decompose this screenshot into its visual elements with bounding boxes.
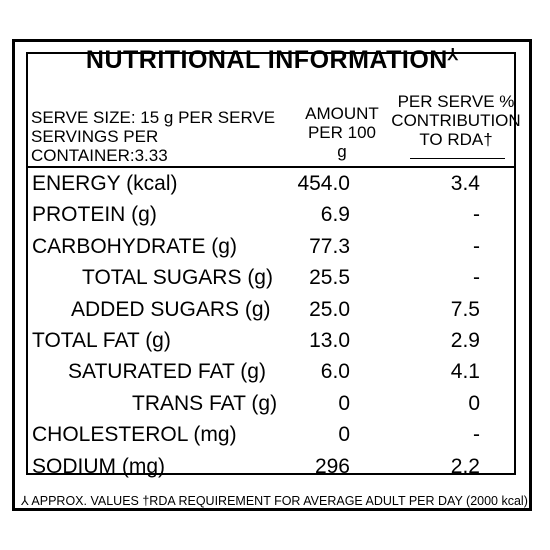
- table-row: TRANS FAT (g) 0 0: [28, 388, 514, 419]
- amount-column-header: AMOUNT PER 100 g: [302, 104, 382, 161]
- nutrient-rows: ENERGY (kcal) 454.0 3.4 PROTEIN (g) 6.9 …: [28, 168, 514, 482]
- nutrient-name: CARBOHYDRATE (g): [32, 234, 237, 258]
- serving-info: SERVE SIZE: 15 g PER SERVE SERVINGS PER …: [31, 108, 281, 165]
- amount-per-100g: 13.0: [309, 328, 350, 352]
- table-row: SATURATED FAT (g) 6.0 4.1: [28, 356, 514, 387]
- amount-per-100g: 0: [338, 391, 350, 415]
- table-row: TOTAL SUGARS (g) 25.5 -: [28, 262, 514, 293]
- serve-size: SERVE SIZE: 15 g PER SERVE: [31, 108, 276, 127]
- table-row: PROTEIN (g) 6.9 -: [28, 199, 514, 230]
- nutrient-name: ADDED SUGARS (g): [71, 297, 271, 321]
- amount-header-line1: AMOUNT: [305, 104, 379, 123]
- nutrient-name: TOTAL FAT (g): [32, 328, 171, 352]
- label-title: NUTRITIONAL INFORMATION⅄: [15, 42, 529, 78]
- rda-percent: 0: [468, 391, 480, 415]
- table-row: SODIUM (mg) 296 2.2: [28, 451, 514, 482]
- table-row: CARBOHYDRATE (g) 77.3 -: [28, 231, 514, 262]
- nutrient-name: ENERGY (kcal): [32, 172, 178, 195]
- rda-percent: -: [473, 266, 480, 290]
- rda-header-underline: [410, 158, 505, 159]
- rda-percent: 2.2: [450, 454, 480, 478]
- nutrient-name: SODIUM (mg): [32, 454, 165, 478]
- nutrient-name: SATURATED FAT (g): [68, 360, 266, 384]
- rda-percent: 7.5: [450, 297, 480, 321]
- amount-per-100g: 454.0: [297, 172, 350, 195]
- nutrient-name: PROTEIN (g): [32, 203, 157, 227]
- rda-header-line2: CONTRIBUTION: [391, 111, 521, 130]
- amount-per-100g: 77.3: [309, 234, 350, 258]
- nutrient-name: CHOLESTEROL (mg): [32, 423, 237, 447]
- amount-per-100g: 296: [314, 454, 350, 478]
- footnote: ⅄ APPROX. VALUES †RDA REQUIREMENT FOR AV…: [21, 494, 528, 508]
- amount-per-100g: 25.5: [309, 266, 350, 290]
- rda-percent: -: [473, 203, 480, 227]
- table-row: CHOLESTEROL (mg) 0 -: [28, 419, 514, 450]
- nutrient-name: TRANS FAT (g): [132, 391, 278, 415]
- rda-header-line3: TO RDA†: [419, 130, 493, 149]
- amount-per-100g: 25.0: [309, 297, 350, 321]
- rda-header-line1: PER SERVE %: [397, 92, 515, 111]
- table-row: ADDED SUGARS (g) 25.0 7.5: [28, 294, 514, 325]
- rda-column-header: PER SERVE % CONTRIBUTION TO RDA†: [391, 92, 521, 149]
- table-row: TOTAL FAT (g) 13.0 2.9: [28, 325, 514, 356]
- amount-per-100g: 0: [338, 423, 350, 447]
- nutrition-label: NUTRITIONAL INFORMATION⅄ SERVE SIZE: 15 …: [12, 39, 532, 511]
- nutrient-name: TOTAL SUGARS (g): [82, 266, 273, 290]
- rda-percent: -: [473, 234, 480, 258]
- rda-percent: 3.4: [450, 172, 480, 195]
- amount-per-100g: 6.9: [320, 203, 350, 227]
- table-row: ENERGY (kcal) 454.0 3.4: [28, 168, 514, 199]
- header-divider: [28, 166, 514, 168]
- rda-percent: 4.1: [450, 360, 480, 384]
- title-text: NUTRITIONAL INFORMATION: [85, 46, 448, 74]
- amount-header-line2: PER 100 g: [307, 123, 377, 161]
- rda-percent: 2.9: [450, 328, 480, 352]
- servings-per-container: SERVINGS PER CONTAINER:3.33: [31, 127, 168, 165]
- nutrition-table: SERVE SIZE: 15 g PER SERVE SERVINGS PER …: [26, 52, 521, 478]
- approx-mark-icon: ⅄: [447, 47, 459, 64]
- amount-per-100g: 6.0: [320, 360, 350, 384]
- rda-percent: -: [473, 423, 480, 447]
